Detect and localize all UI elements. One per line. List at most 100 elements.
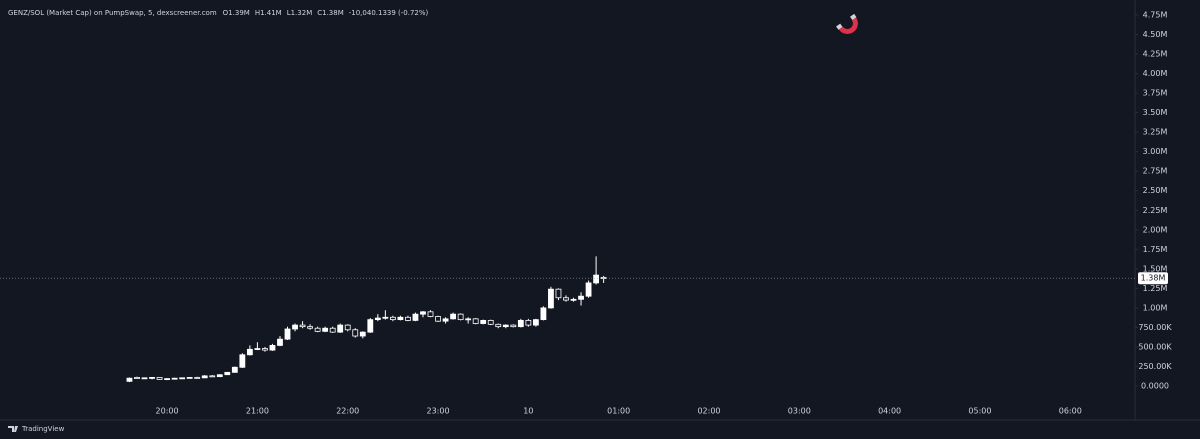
candle-body	[329, 327, 336, 333]
y-tick-label: 4.00M	[1143, 69, 1168, 78]
candle-body	[262, 348, 268, 351]
x-tick-label: 10	[523, 407, 533, 416]
brand-logo[interactable]: TradingView	[8, 425, 65, 433]
candle-body	[442, 318, 449, 322]
y-tick-label: 500.00K	[1138, 342, 1172, 351]
chart-title: GENZ/SOL (Market Cap) on PumpSwap, 5, de…	[8, 9, 217, 17]
candle-body	[141, 377, 148, 380]
y-tick-label: 250.00K	[1138, 362, 1172, 371]
x-tick-label: 02:00	[697, 407, 720, 416]
magnet-icon[interactable]	[836, 13, 858, 35]
candle-body	[570, 298, 577, 301]
y-tick-label: 3.00M	[1143, 147, 1168, 156]
candle-body	[314, 327, 321, 332]
candle-body	[254, 348, 261, 350]
candle-body	[427, 311, 434, 317]
candle-body	[322, 327, 329, 332]
x-tick-label: 01:00	[607, 407, 630, 416]
candle-body	[284, 328, 291, 340]
candle-body	[269, 345, 276, 351]
candle-body	[344, 324, 351, 331]
candle-body	[480, 320, 487, 324]
y-tick-label: 2.50M	[1143, 186, 1168, 195]
last-price-label: 1.38M	[1141, 274, 1166, 283]
y-tick-label: 4.25M	[1143, 50, 1168, 59]
candle-body	[593, 274, 600, 284]
header: GENZ/SOL (Market Cap) on PumpSwap, 5, de…	[8, 9, 429, 17]
candle-body	[525, 320, 532, 326]
y-tick-label: 750.00K	[1138, 323, 1172, 332]
candle-body	[412, 313, 419, 321]
y-tick-label: 1.25M	[1143, 284, 1168, 293]
candle-body	[374, 317, 381, 321]
candle-body	[194, 377, 201, 379]
candle-body	[420, 311, 426, 315]
candle-body	[164, 378, 170, 380]
y-tick-label: 3.75M	[1143, 89, 1168, 98]
x-tick-label: 21:00	[246, 407, 269, 416]
y-tick-label: 2.00M	[1143, 225, 1168, 234]
candle-body	[555, 288, 562, 299]
y-tick-label: 3.25M	[1143, 128, 1168, 137]
y-tick-label: 2.25M	[1143, 206, 1168, 215]
candle-body	[149, 377, 155, 379]
candle-body	[532, 319, 539, 326]
candle-body	[382, 316, 389, 319]
candle-body	[563, 297, 569, 301]
candle-body	[352, 329, 359, 337]
candle-body	[179, 377, 186, 380]
candle-body	[299, 324, 306, 328]
change-value: -10,040.1339 (-0.72%)	[349, 9, 429, 17]
candle-body	[307, 326, 313, 329]
candle-body	[239, 354, 246, 368]
x-tick-label: 23:00	[427, 407, 450, 416]
candle-body	[495, 323, 502, 328]
ohlc-value: H1.41M	[255, 9, 282, 17]
y-tick-label: 2.75M	[1143, 167, 1168, 176]
y-tick-label: 1.50M	[1143, 264, 1168, 273]
candle-body	[209, 375, 216, 378]
candle-body	[231, 366, 238, 373]
candle-body	[502, 324, 509, 328]
candle-body	[359, 331, 366, 337]
y-tick-label: 3.50M	[1143, 108, 1168, 117]
brand[interactable]: TradingView	[21, 425, 65, 433]
candle-body	[487, 320, 494, 325]
candle-body	[216, 374, 223, 378]
candle-body	[277, 338, 283, 346]
candle-body	[134, 377, 140, 379]
candle-body	[156, 377, 163, 380]
candle-body	[367, 319, 374, 333]
candle-body	[510, 324, 517, 328]
x-tick-label: 20:00	[156, 407, 179, 416]
candle-body	[201, 375, 208, 379]
y-tick-label: 1.75M	[1143, 245, 1168, 254]
x-tick-label: 06:00	[1059, 407, 1082, 416]
candle-body	[186, 377, 193, 379]
x-tick-label: 04:00	[878, 407, 901, 416]
candle-body	[548, 288, 554, 309]
x-tick-label: 05:00	[968, 407, 991, 416]
candle-body	[246, 348, 253, 356]
y-tick-label: 0.0000	[1141, 382, 1169, 391]
ohlc-value: C1.38M	[317, 9, 344, 17]
last-price-box	[1138, 272, 1168, 285]
candle-body	[397, 316, 404, 321]
candle-body	[337, 324, 344, 333]
candle-body	[457, 313, 464, 321]
candle-body	[389, 316, 396, 321]
candle-body	[540, 307, 547, 321]
y-tick-label: 4.75M	[1143, 10, 1168, 19]
candle-body	[585, 282, 592, 297]
x-tick-label: 03:00	[788, 407, 811, 416]
candle-body	[517, 320, 524, 328]
candle-body	[126, 377, 133, 382]
candle-body	[472, 318, 479, 324]
candle-body	[465, 318, 472, 321]
ohlc-value: L1.32M	[287, 9, 313, 17]
candle-body	[171, 377, 178, 380]
y-tick-label: 1.00M	[1143, 303, 1168, 312]
